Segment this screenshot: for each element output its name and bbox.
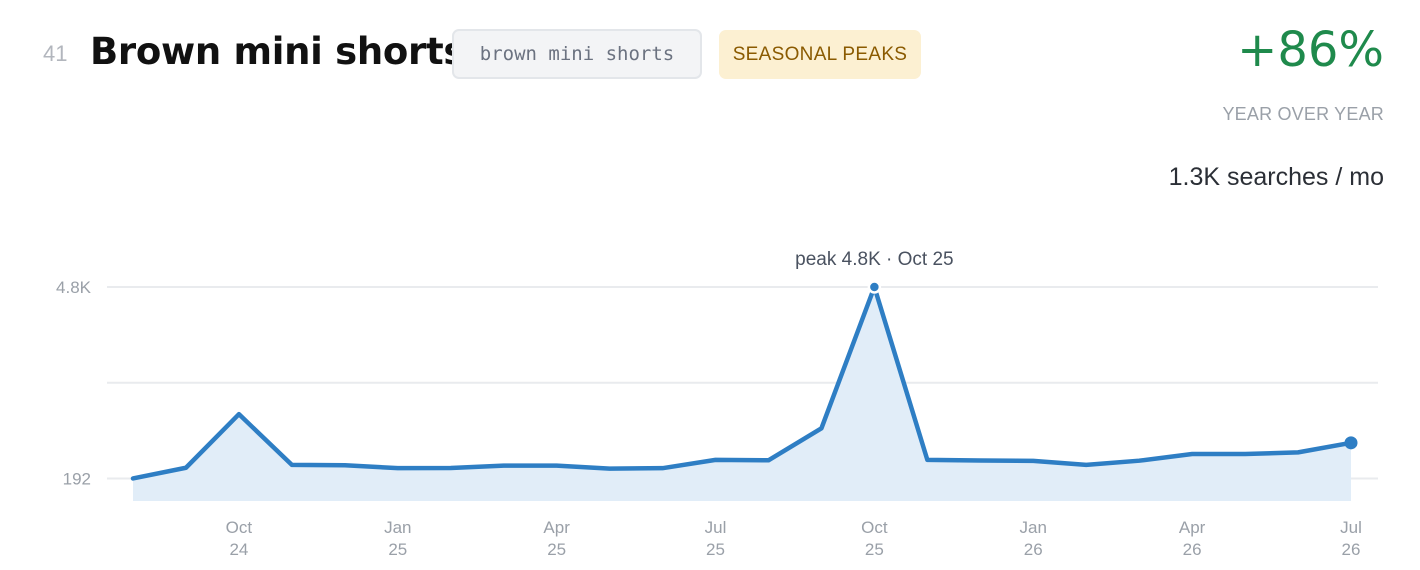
peak-annotation: peak 4.8K · Oct 25 [795,249,953,270]
search-volume: 1.3K searches / mo [1168,163,1384,191]
rank-number: 41 [43,41,68,66]
growth-percentage: +86% [1237,22,1384,78]
x-tick-year: 24 [229,540,248,559]
series-line [130,284,1354,481]
x-tick-month: Oct [226,518,253,537]
x-tick-month: Jul [705,518,727,537]
x-tick-month: Oct [861,518,888,537]
growth-label: YEAR OVER YEAR [1222,104,1384,124]
x-tick-year: 25 [388,540,407,559]
x-tick-year: 26 [1183,540,1202,559]
peak-point [867,280,882,294]
x-tick-year: 25 [547,540,566,559]
x-tick-month: Apr [543,518,570,537]
x-tick-month: Jul [1340,518,1362,537]
keyword-chip[interactable]: brown mini shorts [452,29,702,79]
y-tick-label: 4.8K [56,278,92,297]
x-tick-month: Jan [1020,518,1047,537]
trend-badge: SEASONAL PEAKS [719,30,921,79]
last-point [1344,436,1358,450]
x-tick-month: Jan [384,518,411,537]
page-title: Brown mini shorts [90,30,466,73]
x-tick-year: 25 [706,540,725,559]
x-tick-year: 25 [865,540,884,559]
x-tick-year: 26 [1342,540,1361,559]
x-tick-year: 26 [1024,540,1043,559]
x-tick-month: Apr [1179,518,1206,537]
series-area [133,287,1351,501]
y-tick-label: 192 [63,469,91,488]
